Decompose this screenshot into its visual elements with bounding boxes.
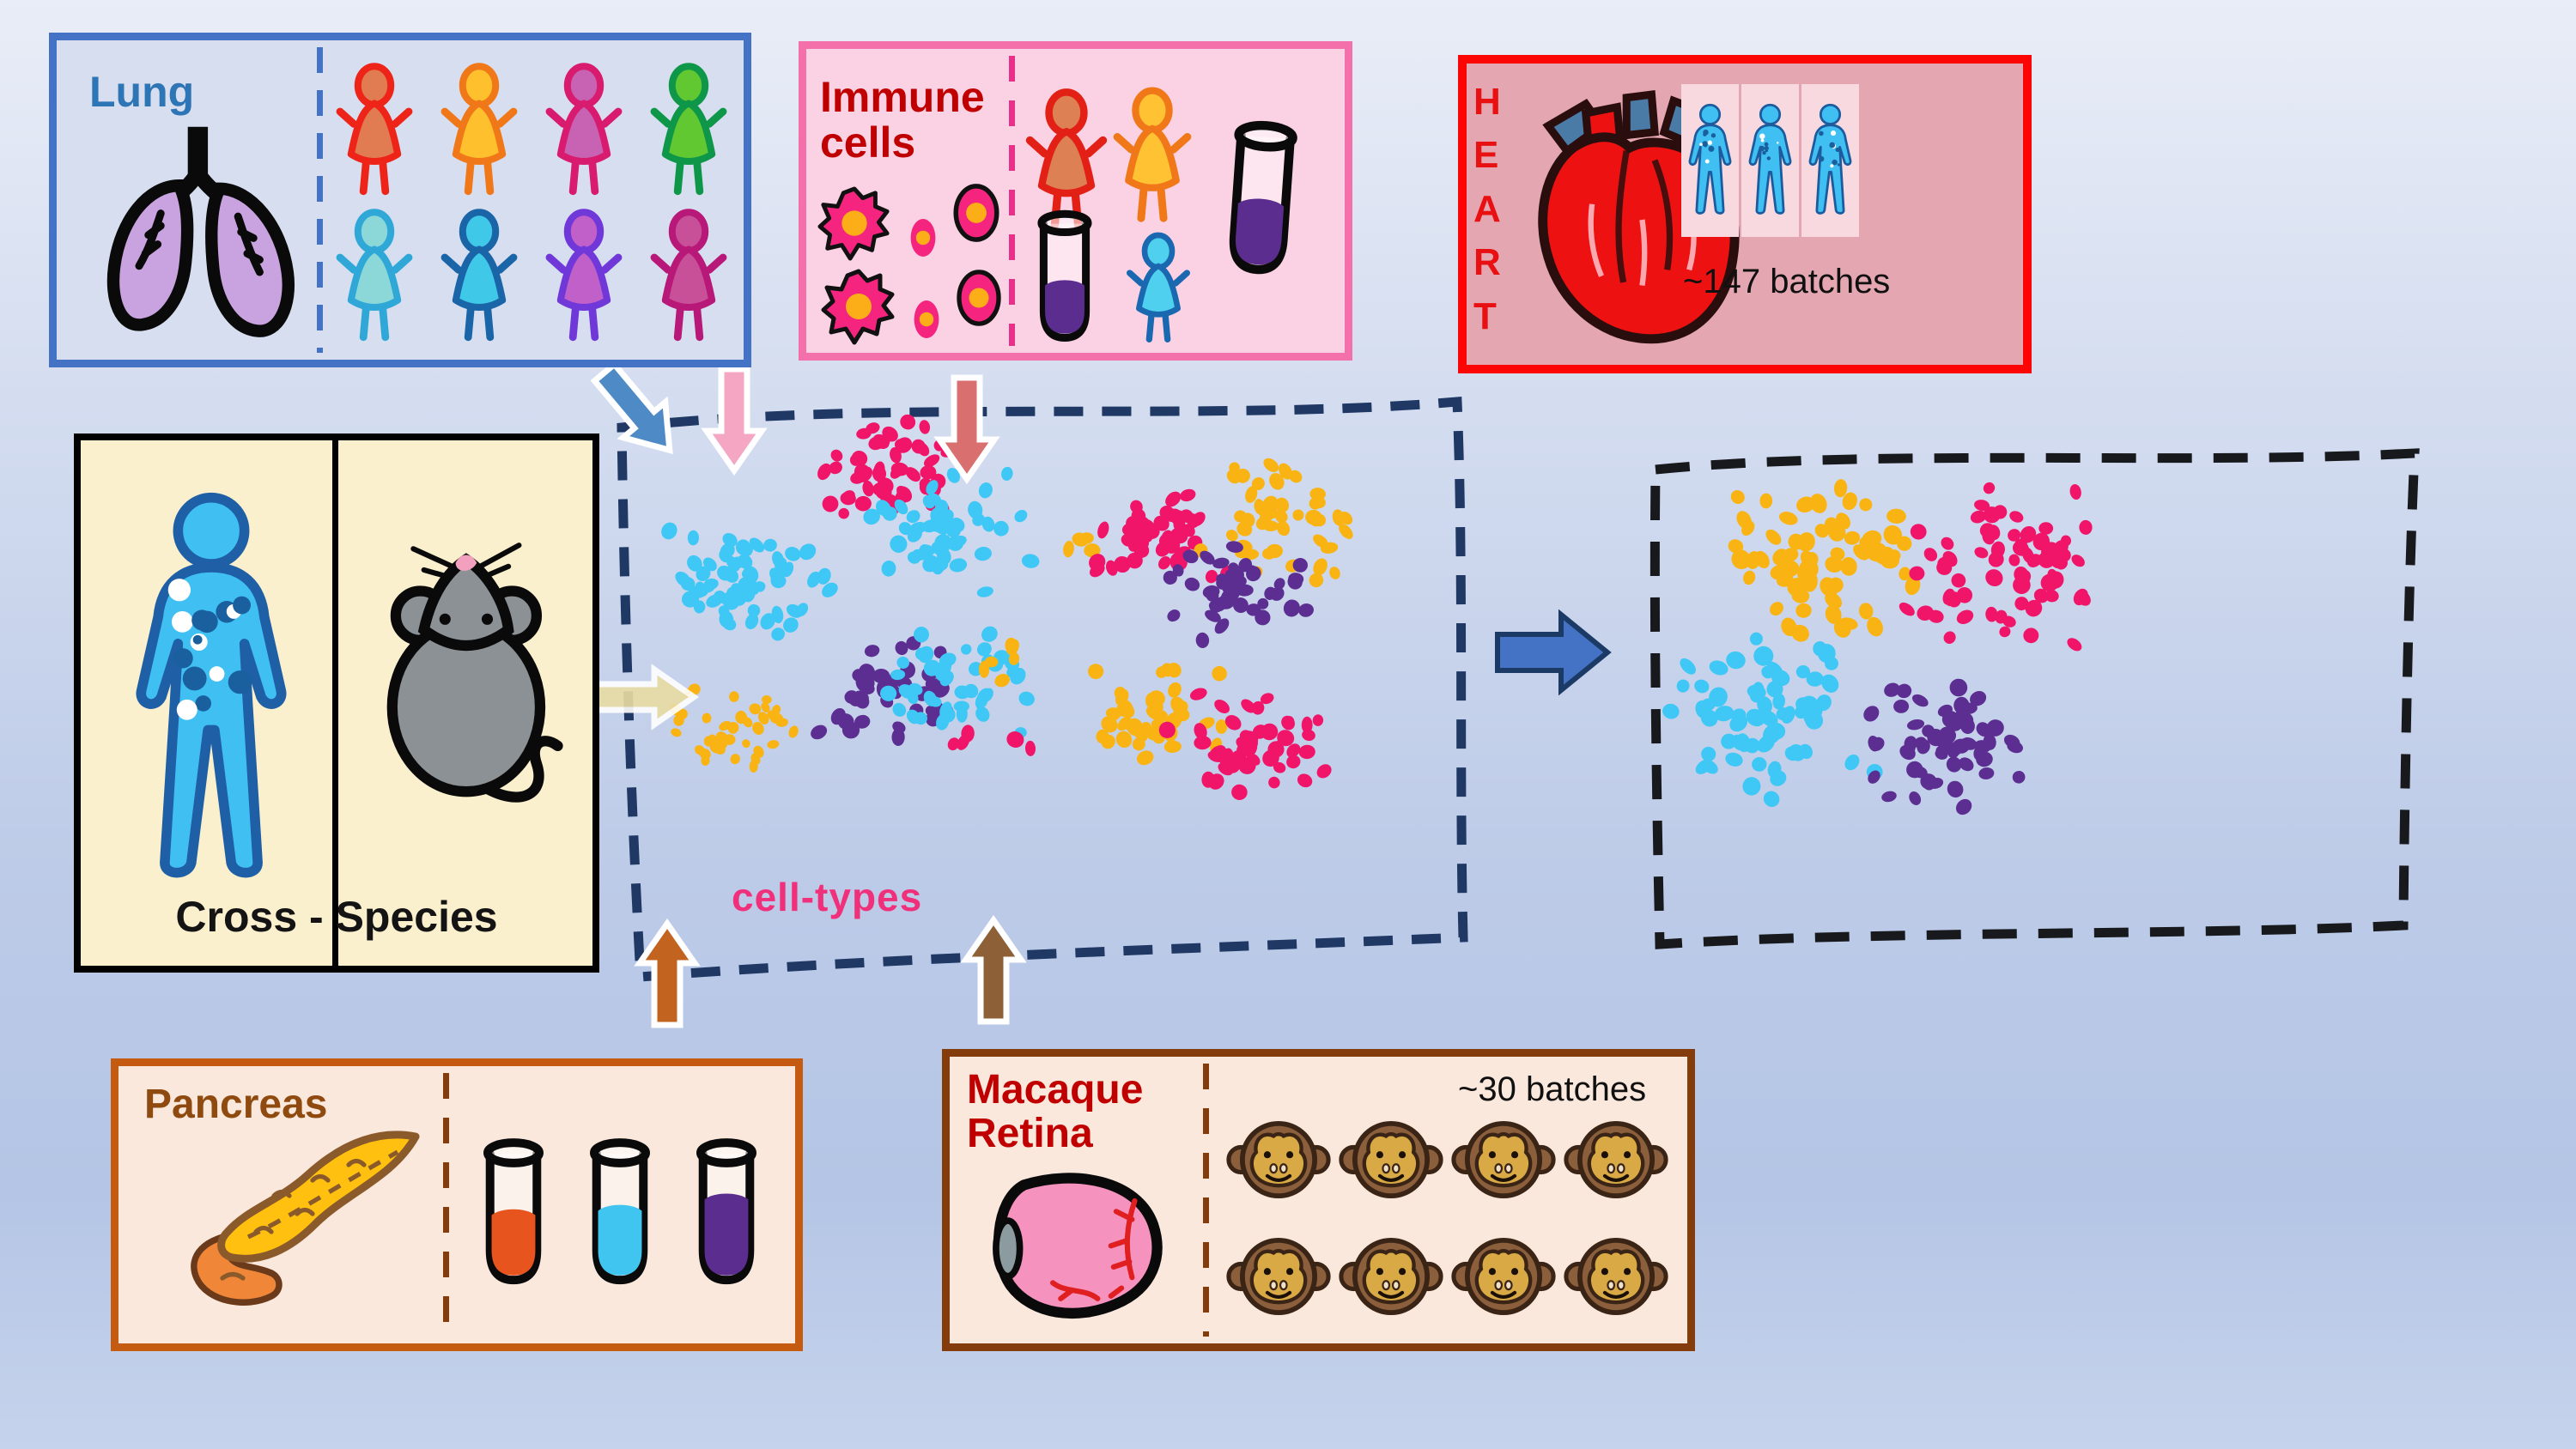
sample-tube-icon <box>1031 207 1098 348</box>
lungs-icon <box>93 114 309 353</box>
sample-tube-icon <box>586 1106 654 1320</box>
heart-donor-tile <box>1741 84 1799 237</box>
donor-figure <box>1110 73 1194 243</box>
heart-to-pool-arrow <box>933 374 1000 485</box>
macaque-label-line1: Macaque <box>967 1067 1144 1113</box>
macaque-batch-icons <box>1226 1103 1668 1333</box>
sample-tube-icon <box>479 1106 548 1320</box>
heart-donor-tile <box>1801 84 1859 237</box>
pancreas-panel: Pancreas <box>111 1058 803 1351</box>
lung-panel: Lung <box>49 33 751 367</box>
donor-figure <box>333 209 416 348</box>
retina-to-pool-arrow <box>960 914 1027 1025</box>
donor-figure <box>647 209 730 348</box>
immune-illustrations <box>806 49 1345 353</box>
donor-figure <box>333 63 416 202</box>
heart-panel: HEART ~147 batches <box>1458 55 2032 373</box>
heart-donor-tiles <box>1681 84 1859 237</box>
immune-label-line1: Immune <box>820 73 985 121</box>
monkey-icon <box>1339 1103 1443 1216</box>
lung-divider <box>317 47 323 353</box>
monkey-icon <box>1564 1103 1668 1216</box>
pool-to-result-arrow <box>1495 609 1612 696</box>
donor-figure <box>438 63 520 202</box>
human-silhouette-icon <box>112 463 311 918</box>
retina-eye-icon <box>960 1167 1209 1338</box>
immune-cells-panel: Immune cells <box>799 41 1352 361</box>
cell-types-label: cell-types <box>732 875 923 919</box>
monkey-icon <box>1339 1220 1443 1333</box>
donor-figure <box>647 63 730 202</box>
macaque-retina-panel: Macaque Retina ~30 batches <box>942 1049 1695 1351</box>
immune-cell-icon <box>949 179 1004 246</box>
immune-cell-icon <box>902 207 944 269</box>
immune-cell-icon <box>952 264 1005 332</box>
cluster-dots <box>661 414 2093 815</box>
monkey-icon <box>1226 1220 1331 1333</box>
pancreas-divider <box>443 1073 449 1337</box>
macaque-label-line2: Retina <box>967 1110 1093 1156</box>
donor-figure <box>1124 226 1193 355</box>
heart-donor-tile <box>1681 84 1739 237</box>
integrated-data-region <box>1649 448 2420 949</box>
monkey-icon <box>1226 1103 1331 1216</box>
sample-tube-icon <box>1218 103 1303 294</box>
lung-to-pool-arrow <box>590 360 673 455</box>
immune-label-line2: cells <box>820 118 916 167</box>
pancreas-to-pool-arrow <box>634 918 701 1028</box>
mouse-icon <box>364 485 575 873</box>
monkey-icon <box>1451 1220 1556 1333</box>
immune-to-pool-arrow <box>701 366 768 476</box>
macaque-divider <box>1203 1064 1209 1337</box>
pancreas-icon <box>158 1119 441 1334</box>
sample-tube-icon <box>692 1106 761 1320</box>
donor-figure <box>438 209 520 348</box>
lung-donor-figures <box>57 40 744 360</box>
macaque-retina-label: Macaque Retina <box>967 1067 1144 1156</box>
monkey-icon <box>1564 1220 1668 1333</box>
species-to-pool-arrow <box>589 664 700 731</box>
pancreas-label: Pancreas <box>144 1082 328 1127</box>
lung-label: Lung <box>89 68 195 116</box>
cross-species-divider <box>332 440 338 966</box>
donor-figure <box>543 63 625 202</box>
pooled-data-region <box>617 397 1468 982</box>
monkey-icon <box>1451 1103 1556 1216</box>
immune-cell-icon <box>906 286 947 353</box>
macaque-batches-text: ~30 batches <box>1458 1070 1647 1108</box>
donor-figure <box>1023 75 1110 250</box>
heart-label: HEART <box>1473 81 1501 337</box>
immune-cell-icon <box>817 185 892 264</box>
immune-divider <box>1009 56 1015 346</box>
pancreas-sample-tubes <box>479 1106 761 1320</box>
immune-cell-icon <box>820 267 897 348</box>
cross-species-label: Cross - Species <box>175 893 498 941</box>
donor-figure <box>543 209 625 348</box>
heart-batches-text: ~147 batches <box>1683 263 1891 300</box>
cross-species-panel: Cross - Species <box>74 433 599 973</box>
immune-cells-label: Immune cells <box>820 75 985 166</box>
